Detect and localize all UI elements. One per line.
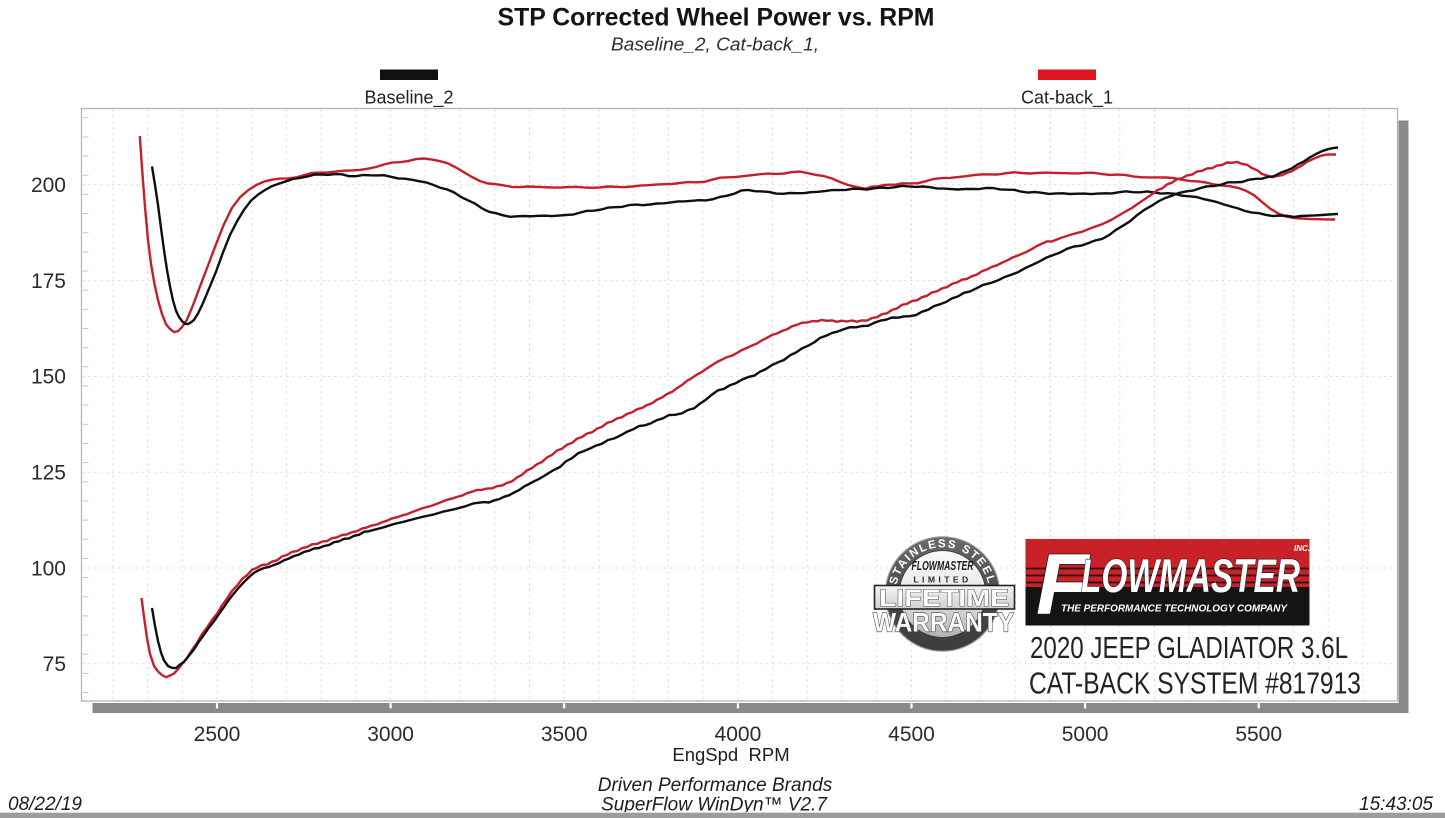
svg-text:2020 JEEP GLADIATOR 3.6L: 2020 JEEP GLADIATOR 3.6L bbox=[1030, 631, 1348, 665]
svg-text:150: 150 bbox=[31, 366, 66, 389]
svg-text:175: 175 bbox=[31, 270, 66, 293]
svg-text:LIFETIME: LIFETIME bbox=[879, 585, 1009, 612]
svg-text:5500: 5500 bbox=[1235, 723, 1282, 746]
svg-text:LIMITED: LIMITED bbox=[913, 575, 971, 585]
svg-text:CAT-BACK SYSTEM #817913: CAT-BACK SYSTEM #817913 bbox=[1029, 667, 1361, 701]
svg-text:WARRANTY: WARRANTY bbox=[873, 608, 1014, 638]
svg-text:Baseline_2, Cat-back_1,: Baseline_2, Cat-back_1, bbox=[611, 35, 819, 55]
svg-text:F: F bbox=[1036, 537, 1091, 633]
svg-text:5000: 5000 bbox=[1062, 723, 1109, 746]
svg-text:Driven Performance Brands: Driven Performance Brands bbox=[598, 775, 833, 796]
svg-text:2500: 2500 bbox=[194, 723, 241, 746]
svg-text:200: 200 bbox=[31, 174, 66, 197]
svg-text:STP Corrected Wheel Power vs.: STP Corrected Wheel Power vs. RPM bbox=[498, 4, 935, 32]
svg-text:75: 75 bbox=[43, 653, 66, 676]
svg-text:4000: 4000 bbox=[715, 723, 762, 746]
svg-text:3500: 3500 bbox=[541, 723, 588, 746]
svg-text:INC.: INC. bbox=[1294, 544, 1310, 553]
svg-text:125: 125 bbox=[31, 462, 66, 485]
svg-text:FLOWMASTER: FLOWMASTER bbox=[912, 559, 975, 573]
svg-text:SuperFlow WinDyn™ V2.7: SuperFlow WinDyn™ V2.7 bbox=[601, 795, 828, 816]
svg-text:Cat-back_1: Cat-back_1 bbox=[1021, 88, 1113, 109]
svg-text:EngSpd RPM: EngSpd RPM bbox=[672, 744, 789, 765]
svg-text:Baseline_2: Baseline_2 bbox=[364, 88, 453, 109]
svg-text:4500: 4500 bbox=[888, 723, 935, 746]
svg-text:15:43:05: 15:43:05 bbox=[1359, 794, 1433, 815]
svg-text:08/22/19: 08/22/19 bbox=[8, 794, 82, 815]
svg-text:THE PERFORMANCE TECHNOLOGY COM: THE PERFORMANCE TECHNOLOGY COMPANY bbox=[1061, 604, 1288, 615]
svg-text:LOWMASTER: LOWMASTER bbox=[1081, 549, 1300, 602]
svg-text:100: 100 bbox=[31, 557, 66, 580]
svg-text:3000: 3000 bbox=[367, 723, 414, 746]
